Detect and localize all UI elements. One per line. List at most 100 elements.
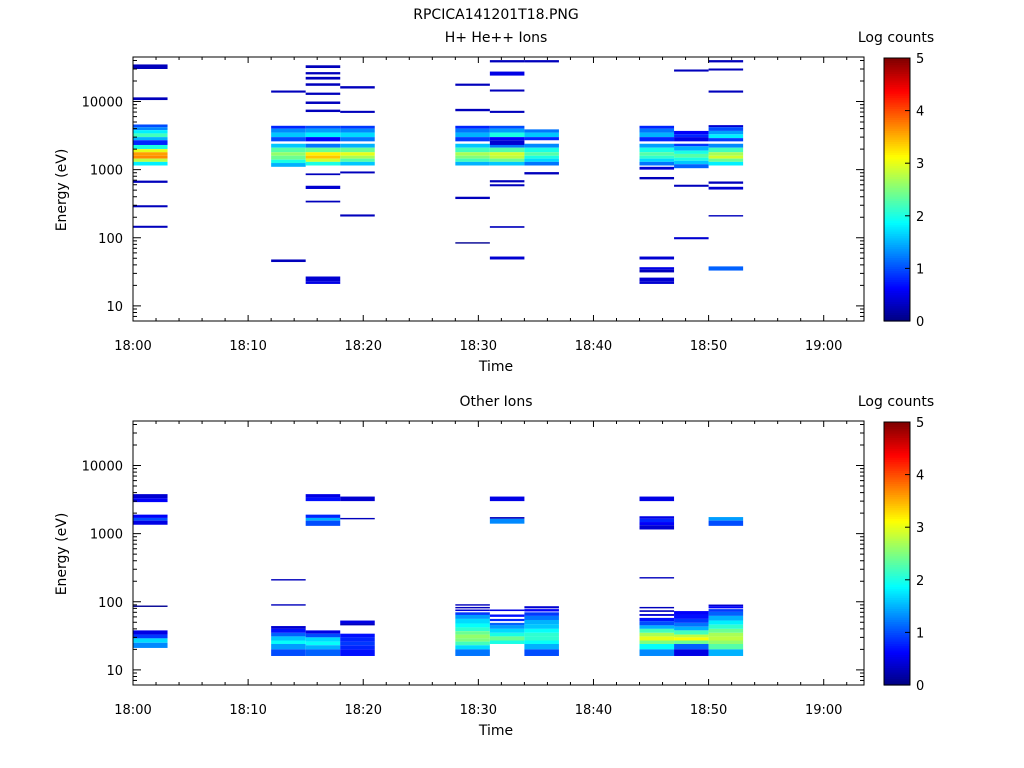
colorbar-segment	[884, 193, 910, 197]
colorbar-segment	[884, 141, 910, 145]
heatmap-cell	[708, 215, 744, 217]
colorbar-segment	[884, 178, 910, 182]
colorbar-segment	[884, 266, 910, 269]
colorbar-segment	[884, 632, 910, 636]
heatmap-cell	[639, 632, 675, 637]
x-tick-label: 18:30	[460, 339, 497, 354]
colorbar-segment	[884, 586, 910, 590]
colorbar-segment	[884, 612, 910, 616]
heatmap-cell	[489, 180, 525, 183]
heatmap-cell	[708, 611, 744, 616]
colorbar-segment	[884, 90, 910, 94]
heatmap-cell	[489, 518, 525, 524]
colorbar-segment	[884, 77, 910, 81]
heatmap-cell	[674, 237, 709, 240]
colorbar-segment	[884, 481, 910, 484]
colorbar-segment	[884, 71, 910, 74]
heatmap-cell	[489, 147, 525, 153]
colorbar-segment	[884, 281, 910, 285]
heatmap-cell	[133, 630, 168, 635]
colorbar-segment	[884, 610, 910, 614]
heatmap-cell	[489, 184, 525, 187]
colorbar-segment	[884, 525, 910, 528]
colorbar-segment	[884, 79, 910, 83]
colorbar-segment	[884, 250, 910, 254]
heatmap-cell	[340, 125, 375, 129]
colorbar-segment	[884, 597, 910, 601]
colorbar-segment	[884, 487, 910, 491]
colorbar-segment	[884, 259, 910, 263]
colorbar-segment	[884, 557, 910, 561]
heatmap-cell	[305, 630, 341, 634]
heatmap-cell	[133, 634, 168, 639]
heatmap-cell	[639, 621, 675, 626]
colorbar-segment	[884, 231, 910, 234]
heatmap-cell	[489, 125, 525, 129]
colorbar-segment	[884, 503, 910, 506]
colorbar-segment	[884, 154, 910, 158]
colorbar-segment	[884, 621, 910, 625]
colorbar-segment	[884, 242, 910, 245]
colorbar-segment	[884, 437, 910, 441]
colorbar-segment	[884, 660, 910, 664]
colorbar-segment	[884, 546, 910, 550]
colorbar-segment	[884, 86, 910, 90]
heatmap-cell	[455, 158, 490, 162]
colorbar-segment	[884, 575, 910, 579]
colorbar-segment	[884, 75, 910, 79]
heatmap-cell	[271, 626, 306, 629]
colorbar-segment	[884, 261, 910, 265]
heatmap-cell	[271, 90, 306, 93]
heatmap-cell	[489, 128, 525, 133]
heatmap-cell	[674, 137, 709, 142]
heatmap-cell	[639, 606, 675, 609]
heatmap-cell	[340, 641, 375, 646]
colorbar-segment	[884, 264, 910, 267]
heatmap-cell	[708, 643, 744, 650]
colorbar-segment	[884, 110, 910, 114]
colorbar-segment	[884, 147, 910, 151]
colorbar-segment	[884, 130, 910, 134]
colorbar-segment	[884, 588, 910, 592]
colorbar-segment	[884, 608, 910, 612]
heatmap-cell	[340, 214, 375, 217]
heatmap-cell	[639, 256, 675, 260]
colorbar-segment	[884, 235, 910, 239]
y-axis-label: Energy (eV)	[54, 149, 70, 232]
colorbar-segment	[884, 443, 910, 447]
colorbar-segment	[884, 198, 910, 202]
colorbar-segment	[884, 654, 910, 658]
colorbar-segment	[884, 538, 910, 541]
heatmap-cell	[455, 618, 490, 624]
colorbar-segment	[884, 112, 910, 116]
colorbar-segment	[884, 674, 910, 677]
colorbar-segment	[884, 299, 910, 302]
heatmap-cell	[455, 152, 490, 156]
colorbar-segment	[884, 301, 910, 305]
heatmap-cell	[455, 125, 490, 129]
colorbar-segment	[884, 283, 910, 287]
y-tick-label: 10	[106, 300, 123, 315]
heatmap-cell	[305, 137, 341, 142]
heatmap-cell	[639, 132, 675, 138]
heatmap-cell	[708, 158, 744, 162]
colorbar-segment	[884, 82, 910, 85]
heatmap-cell	[271, 579, 306, 581]
colorbar-segment	[884, 494, 910, 498]
colorbar-segment	[884, 671, 910, 675]
colorbar-segment	[884, 285, 910, 289]
heatmap-cell	[133, 158, 168, 162]
colorbar-segment	[884, 257, 910, 261]
colorbar-segment	[884, 667, 910, 671]
colorbar-segment	[884, 237, 910, 241]
heatmap-cell	[455, 612, 490, 615]
colorbar-segment	[884, 623, 910, 627]
colorbar-segment	[884, 571, 910, 574]
heatmap-cell	[271, 128, 306, 133]
heatmap-cell	[305, 497, 341, 502]
heatmap-cell	[133, 127, 168, 131]
panel-title: Other Ions	[459, 394, 532, 410]
colorbar-segment	[884, 573, 910, 577]
heatmap-cell	[271, 259, 306, 263]
heatmap-cell	[674, 160, 709, 165]
